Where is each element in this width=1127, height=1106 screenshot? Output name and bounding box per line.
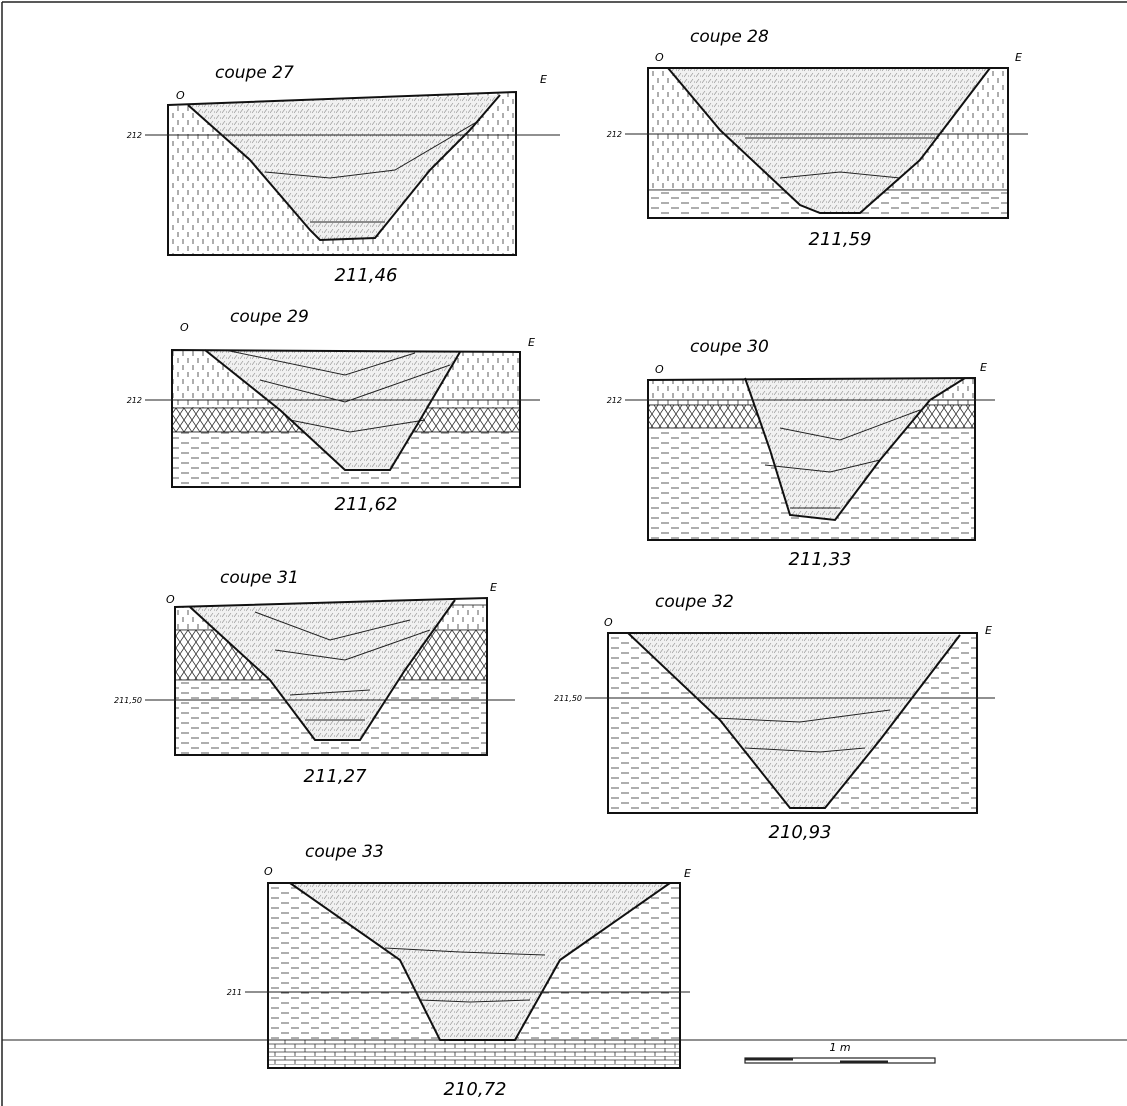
pit-outline bbox=[667, 67, 991, 214]
level-label: 211,50 bbox=[114, 696, 142, 705]
pit-layer bbox=[779, 171, 901, 179]
pit-layer bbox=[289, 419, 426, 433]
section-body bbox=[648, 68, 1008, 218]
pit-layer bbox=[254, 611, 411, 641]
west-label: O bbox=[166, 593, 175, 606]
east-label: E bbox=[980, 361, 987, 374]
west-label: O bbox=[180, 321, 189, 334]
level-label: 212 bbox=[607, 396, 622, 405]
layer bbox=[268, 1039, 680, 1068]
pit-layer bbox=[224, 350, 416, 376]
section-body bbox=[168, 92, 516, 255]
pit-outline bbox=[627, 632, 961, 809]
section-outline bbox=[171, 348, 521, 488]
sky bbox=[172, 350, 520, 352]
section: 212 coupe 28 O E 211,59 bbox=[607, 27, 1028, 250]
section-outline bbox=[167, 90, 517, 256]
east-label: E bbox=[985, 624, 992, 637]
level-label: 212 bbox=[127, 131, 142, 140]
pit-layer bbox=[384, 947, 546, 956]
pit-layer bbox=[779, 409, 921, 441]
base-elevation: 210,93 bbox=[769, 822, 832, 843]
section-outline bbox=[647, 67, 1009, 219]
section-title: coupe 30 bbox=[690, 337, 769, 357]
section: 211 coupe 33 O E 210,72 bbox=[227, 842, 691, 1100]
east-label: E bbox=[528, 336, 535, 349]
section-outline bbox=[647, 376, 976, 541]
pit-fill bbox=[290, 883, 670, 1040]
pit-fill bbox=[205, 350, 460, 470]
pit-outline bbox=[189, 599, 456, 741]
level-label: 211 bbox=[227, 988, 242, 997]
section-title: coupe 29 bbox=[230, 307, 309, 327]
section: 212 coupe 27 O E 211,46 bbox=[127, 63, 560, 286]
level-label: 211,50 bbox=[554, 694, 582, 703]
level-label: 212 bbox=[127, 396, 142, 405]
pit-layer bbox=[419, 999, 531, 1003]
base-elevation: 211,59 bbox=[809, 229, 872, 250]
base-elevation: 211,62 bbox=[335, 494, 398, 515]
pit-fill bbox=[628, 633, 960, 808]
west-label: O bbox=[264, 865, 273, 878]
level-label: 212 bbox=[607, 130, 622, 139]
pit-layer bbox=[714, 709, 891, 723]
pit-fill bbox=[190, 600, 455, 740]
section-body bbox=[268, 883, 680, 1068]
pit-outline bbox=[187, 94, 501, 242]
base-elevation: 211,46 bbox=[335, 265, 398, 286]
section-title: coupe 32 bbox=[655, 592, 734, 612]
pit-outline bbox=[289, 882, 671, 1041]
section: 211,50 coupe 32 O E 210,93 bbox=[554, 592, 995, 843]
section-title: coupe 28 bbox=[690, 27, 769, 47]
west-label: O bbox=[655, 51, 664, 64]
base-elevation: 211,33 bbox=[789, 549, 852, 570]
base-elevation: 211,27 bbox=[304, 766, 368, 787]
section-title: coupe 33 bbox=[305, 842, 384, 862]
pit-layer bbox=[274, 629, 431, 661]
section-title: coupe 31 bbox=[220, 568, 299, 588]
section-outline bbox=[267, 882, 681, 1069]
west-label: O bbox=[655, 363, 664, 376]
base-elevation: 210,72 bbox=[444, 1079, 507, 1100]
pit-layer bbox=[259, 364, 451, 403]
scale-label: 1 m bbox=[829, 1041, 850, 1054]
pit-fill bbox=[188, 95, 500, 240]
section: 212 coupe 30 O E 211,33 bbox=[607, 337, 995, 570]
pit-fill bbox=[668, 68, 990, 213]
east-label: E bbox=[684, 867, 691, 880]
section-body bbox=[172, 350, 520, 487]
pit-layer bbox=[264, 119, 481, 179]
pit-layer bbox=[289, 689, 371, 696]
section-body bbox=[608, 633, 977, 813]
east-label: E bbox=[490, 581, 497, 594]
section-title: coupe 27 bbox=[215, 63, 294, 83]
west-label: O bbox=[176, 89, 185, 102]
scale-bar: 1 m bbox=[744, 1041, 936, 1064]
section-body bbox=[175, 598, 487, 755]
section-body bbox=[648, 378, 975, 540]
east-label: E bbox=[1015, 51, 1022, 64]
west-label: O bbox=[604, 616, 613, 629]
section-outline bbox=[607, 632, 978, 814]
section: 211,50 coupe 31 O E 211,27 bbox=[114, 568, 515, 787]
section-outline bbox=[174, 596, 488, 756]
pit-layer bbox=[744, 747, 866, 753]
east-label: E bbox=[540, 73, 547, 86]
pit-layer bbox=[764, 459, 881, 473]
section: 212 coupe 29 O E 211,62 bbox=[127, 307, 540, 515]
